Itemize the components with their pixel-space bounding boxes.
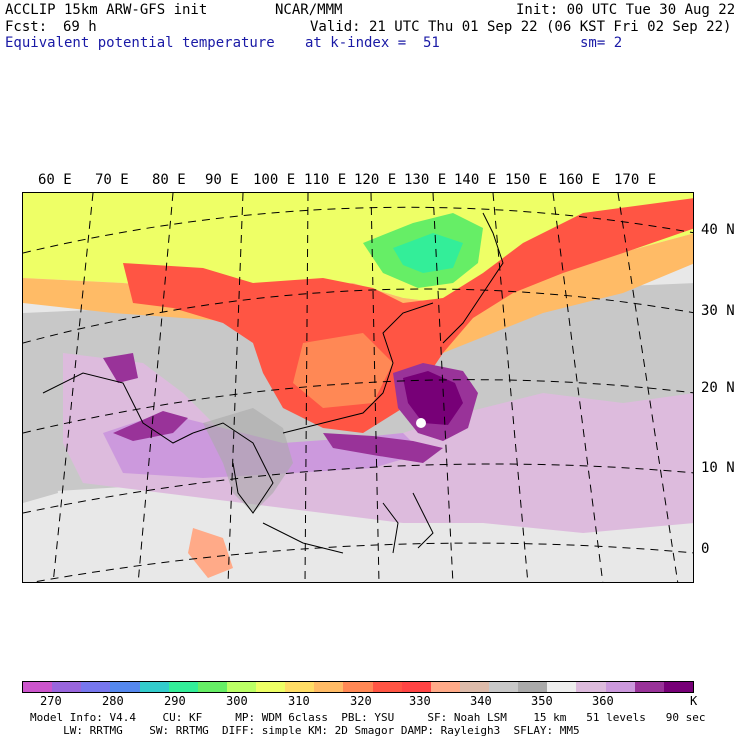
- lon-label: 140 E: [454, 172, 497, 188]
- colorbar-tick: 340: [470, 694, 492, 708]
- colorbar-swatch: [430, 682, 460, 692]
- lon-label: 170 E: [614, 172, 657, 188]
- colorbar-swatch: [518, 682, 548, 692]
- colorbar-swatch: [139, 682, 169, 692]
- lon-label: 120 E: [354, 172, 397, 188]
- colorbar-tick: 350: [531, 694, 553, 708]
- colorbar-tick: 280: [102, 694, 124, 708]
- lat-label: 20 N: [701, 380, 735, 396]
- org-label: NCAR/MMM: [275, 2, 343, 18]
- light-red-patch: [293, 333, 393, 408]
- colorbar-tick: 300: [226, 694, 248, 708]
- colorbar-swatch: [256, 682, 286, 692]
- valid-time: Valid: 21 UTC Thu 01 Sep 22 (06 KST Fri …: [310, 19, 732, 35]
- colorbar-swatch: [343, 682, 373, 692]
- lat-label: 30 N: [701, 303, 735, 319]
- colorbar-swatch: [226, 682, 256, 692]
- colorbar-swatch: [605, 682, 635, 692]
- colorbar-swatch: [634, 682, 664, 692]
- lon-label: 110 E: [304, 172, 347, 188]
- colorbar-swatch: [459, 682, 489, 692]
- colorbar-swatch: [52, 682, 82, 692]
- lon-label: 60 E: [38, 172, 72, 188]
- init-time: Init: 00 UTC Tue 30 Aug 22: [516, 2, 736, 18]
- bengal-purple-patch: [113, 411, 188, 441]
- lon-label: 100 E: [253, 172, 296, 188]
- colorbar-swatch: [197, 682, 227, 692]
- meridian-lines: [52, 193, 679, 582]
- colorbar-swatch: [401, 682, 431, 692]
- forecast-label: Fcst:: [5, 19, 48, 35]
- colorbar-swatch: [576, 682, 606, 692]
- colorbar-swatch: [663, 682, 693, 692]
- lon-label: 130 E: [404, 172, 447, 188]
- typhoon-eye: [416, 418, 426, 428]
- colorbar-swatch: [81, 682, 111, 692]
- colorbar-unit: K: [690, 694, 698, 708]
- coastlines: [42, 212, 504, 554]
- smoothing-info: sm= 2: [580, 35, 623, 51]
- left-grey-patch: [23, 443, 58, 503]
- red-region: [123, 198, 693, 433]
- map-canvas: [23, 193, 693, 582]
- lon-label: 70 E: [95, 172, 129, 188]
- colorbar-tick: 320: [350, 694, 372, 708]
- parallel-lines: [23, 206, 693, 582]
- theta-e-map: [22, 192, 694, 583]
- colorbar-swatch: [23, 682, 53, 692]
- colorbar-tick: 330: [409, 694, 431, 708]
- model-info-line2: LW: RRTMG SW: RRTMG DIFF: simple KM: 2D …: [30, 724, 580, 737]
- colorbar-swatch: [489, 682, 519, 692]
- colorbar-tick: 310: [288, 694, 310, 708]
- lon-label: 90 E: [205, 172, 239, 188]
- colorbar-swatch: [314, 682, 344, 692]
- colorbar-swatch: [547, 682, 577, 692]
- green-core: [393, 233, 463, 273]
- colorbar-swatch: [168, 682, 198, 692]
- colorbar-tick: 360: [592, 694, 614, 708]
- lat-label: 0: [701, 541, 710, 557]
- typhoon-core: [403, 371, 463, 425]
- colorbar-tick: 270: [40, 694, 62, 708]
- lat-label: 40 N: [701, 222, 735, 238]
- lon-label: 150 E: [505, 172, 548, 188]
- colorbar-swatch: [372, 682, 402, 692]
- peach-patch: [188, 528, 233, 578]
- scs-purple-streak: [323, 433, 443, 463]
- forecast-hour: 69 h: [63, 19, 97, 35]
- colorbar-tick: 290: [164, 694, 186, 708]
- model-title: ACCLIP 15km ARW-GFS init: [5, 2, 208, 18]
- india-purple-patch: [103, 353, 138, 383]
- model-info-line1: Model Info: V4.4 CU: KF MP: WDM 6class P…: [30, 711, 706, 724]
- lon-label: 160 E: [558, 172, 601, 188]
- level-info: at k-index = 51: [305, 35, 440, 51]
- colorbar-swatch: [110, 682, 140, 692]
- lon-label: 80 E: [152, 172, 186, 188]
- colorbar-swatch: [285, 682, 315, 692]
- lat-label: 10 N: [701, 460, 735, 476]
- colorbar: [22, 681, 694, 693]
- field-name: Equivalent potential temperature: [5, 35, 275, 51]
